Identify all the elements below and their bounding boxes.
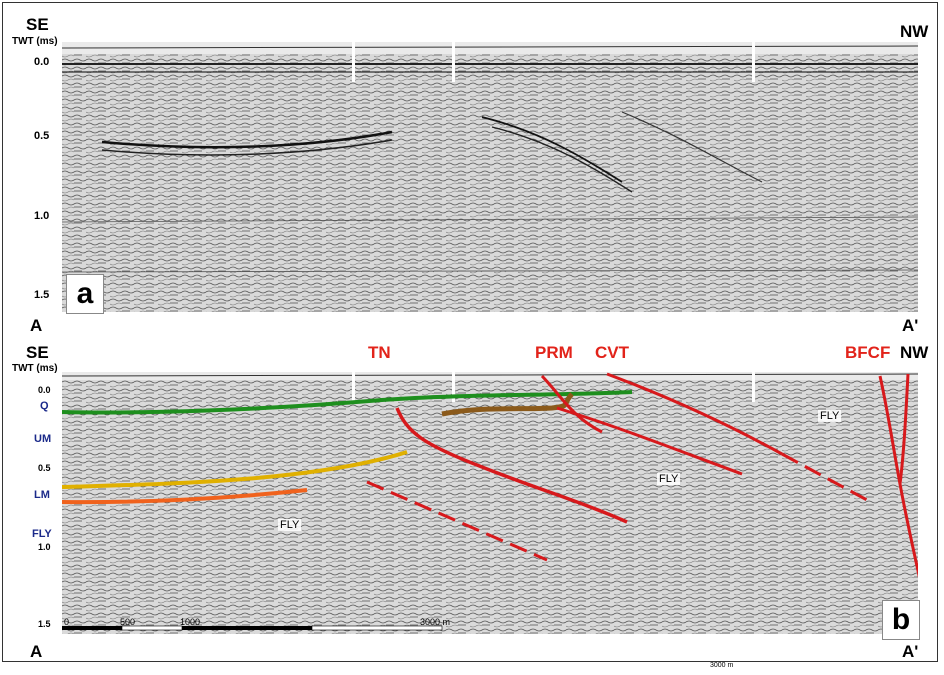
fault-label-prm: PRM xyxy=(535,343,573,362)
panel-a-tick-2: 1.0 xyxy=(34,210,50,222)
horizon-q xyxy=(62,390,633,415)
scale-label-500: 500 xyxy=(120,617,136,627)
fault-cvt-dashed xyxy=(781,452,868,502)
seismic-section-a xyxy=(62,42,918,312)
scale-label-0: 0 xyxy=(64,617,70,627)
horizon-lm-base xyxy=(62,488,308,505)
unit-label-lm: LM xyxy=(34,489,50,501)
panel-b-tick-1: 0.5 xyxy=(38,463,51,473)
unit-label-q: Q xyxy=(40,400,49,412)
panel-b-tick-0: 0.0 xyxy=(38,385,51,395)
panel-a-start-label: A xyxy=(30,316,43,335)
panel-a-label: a xyxy=(66,274,104,314)
panel-b-nw-label: NW xyxy=(900,343,929,362)
panel-b-se-label: SE xyxy=(26,343,49,362)
panel-b-axis-title: TWT (ms) xyxy=(12,363,58,374)
panel-a-axis-title: TWT (ms) xyxy=(12,36,58,47)
panel-a-tick-3: 1.5 xyxy=(34,289,50,301)
scale-label-1000: 1000 xyxy=(180,617,201,627)
unit-label-fly: FLY xyxy=(32,528,52,540)
panel-b-label: b xyxy=(882,600,920,640)
figure-frame xyxy=(2,2,938,662)
fault-cvt-trace xyxy=(606,372,783,456)
scale-bar xyxy=(62,625,443,631)
panel-a-se-label: SE xyxy=(26,15,49,34)
fault-tn-trace xyxy=(395,407,628,524)
panel-b-tick-3: 1.5 xyxy=(38,619,51,629)
panel-b-start-label: A xyxy=(30,642,43,661)
panel-a-end-label: A' xyxy=(902,316,919,335)
horizon-lm-top xyxy=(62,450,408,489)
panel-b-end-label: A' xyxy=(902,642,919,661)
fault-prm-deep xyxy=(556,406,743,476)
panel-a-tick-0: 0.0 xyxy=(34,56,50,68)
fault-prm-trace xyxy=(540,374,603,434)
fault-label-cvt: CVT xyxy=(595,343,629,362)
fly-label-2: FLY xyxy=(657,473,681,485)
fault-bfcf-2 xyxy=(898,373,910,485)
fault-label-bfcf: BFCF xyxy=(845,343,891,362)
panel-a-nw-label: NW xyxy=(900,22,929,41)
unit-label-um: UM xyxy=(34,433,52,445)
fault-tn-dashed xyxy=(366,480,548,562)
bottom-scale-label: 3000 m xyxy=(710,662,734,669)
seismic-section-b xyxy=(62,372,918,634)
fly-label-3: FLY xyxy=(278,519,302,531)
panel-a-tick-1: 0.5 xyxy=(34,130,50,142)
fly-label-1: FLY xyxy=(818,410,842,422)
fault-label-tn: TN xyxy=(368,343,391,362)
scale-label-3000: 3000 m xyxy=(420,617,451,627)
horizon-um xyxy=(441,392,574,417)
panel-b-tick-2: 1.0 xyxy=(38,542,51,552)
